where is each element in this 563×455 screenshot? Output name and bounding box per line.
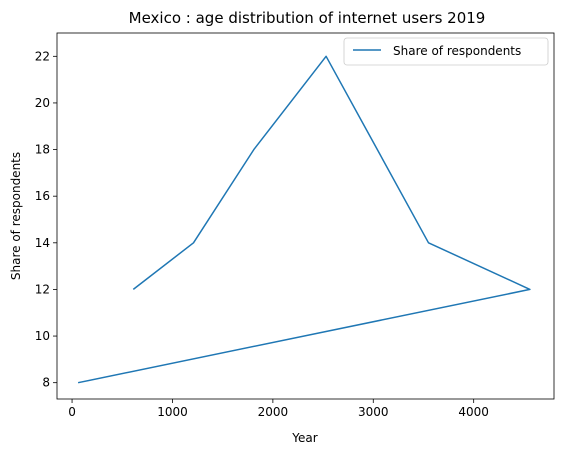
y-axis-ticks: 8 10 12 14 16 18 20 22: [35, 49, 57, 390]
y-tick-label: 18: [35, 143, 50, 157]
y-tick-label: 12: [35, 282, 50, 296]
legend: Share of respondents: [343, 37, 549, 66]
x-tick-label: 4000: [458, 405, 489, 419]
y-axis-label: Share of respondents: [9, 152, 23, 280]
plot-area: [57, 33, 554, 399]
x-axis-label: Year: [291, 431, 317, 445]
y-tick-label: 16: [35, 189, 50, 203]
chart-title: Mexico : age distribution of internet us…: [129, 9, 486, 27]
x-tick-label: 3000: [358, 405, 389, 419]
legend-label: Share of respondents: [393, 44, 521, 58]
series-line-0: [77, 55, 531, 384]
x-tick-label: 0: [68, 405, 76, 419]
y-tick-label: 14: [35, 236, 50, 250]
legend-box: [343, 37, 549, 66]
y-tick-label: 22: [35, 49, 50, 63]
x-tick-label: 1000: [157, 405, 188, 419]
plot-frame: [56, 32, 555, 400]
y-tick-label: 8: [42, 376, 50, 390]
y-tick-label: 20: [35, 96, 50, 110]
y-tick-label: 10: [35, 329, 50, 343]
series-layer: [77, 55, 531, 384]
x-axis-ticks: 0 1000 2000 3000 4000: [68, 399, 489, 419]
x-tick-label: 2000: [258, 405, 289, 419]
